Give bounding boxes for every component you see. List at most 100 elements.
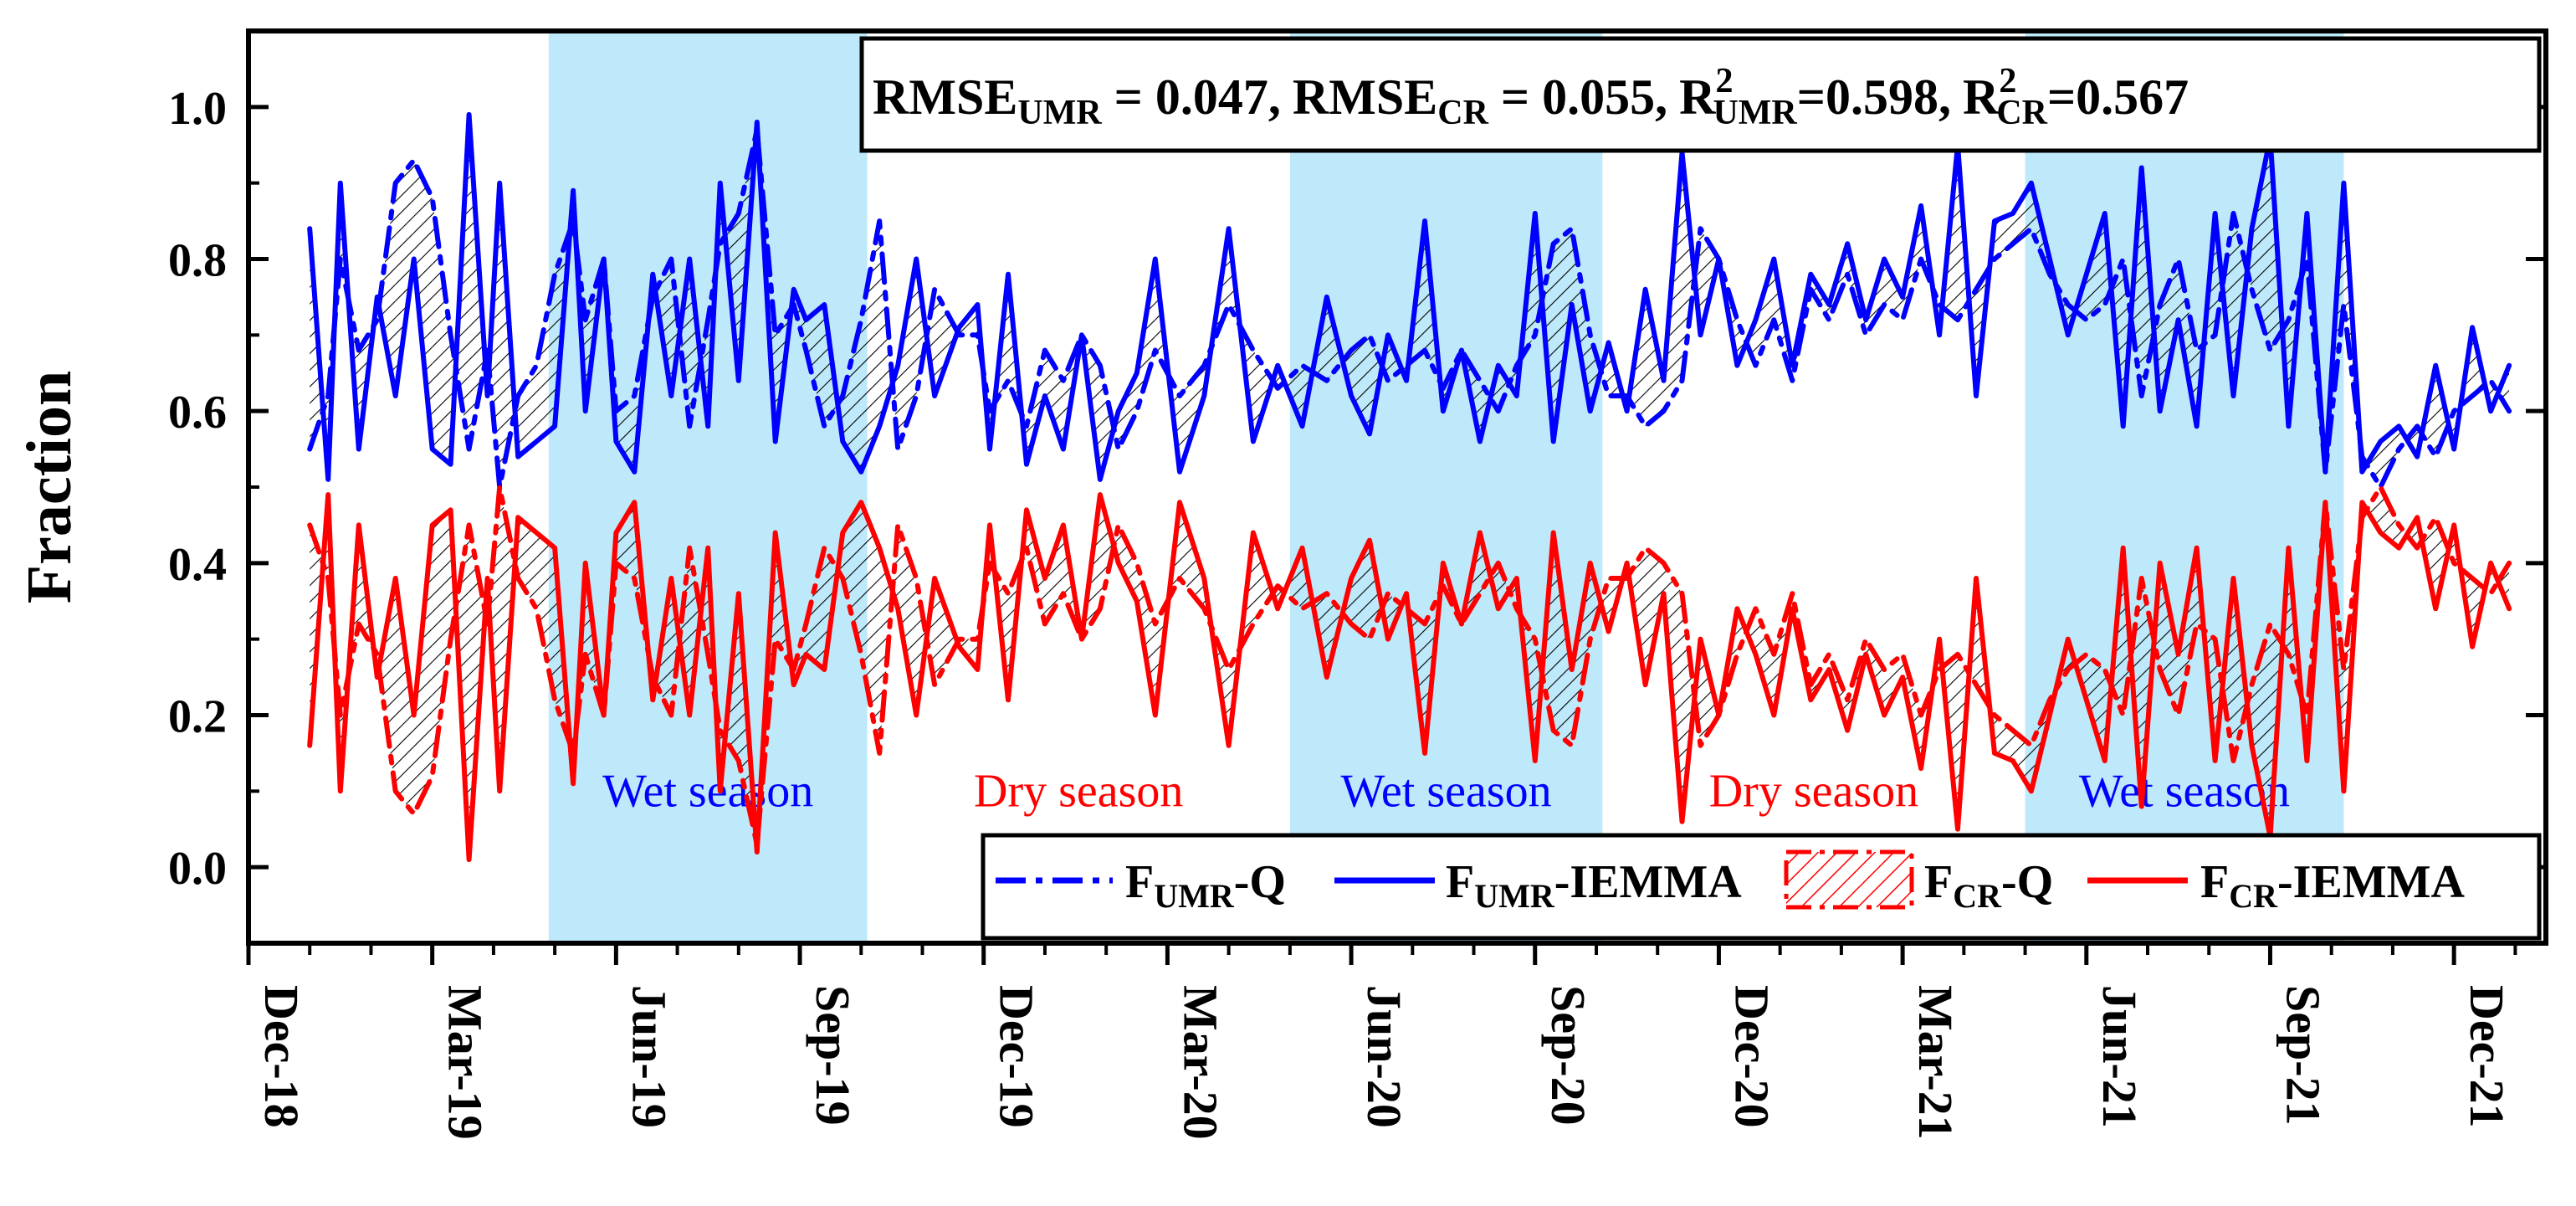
legend-umr-q-suffix: -Q (1234, 856, 1286, 908)
umr-hatch-46 (1118, 372, 1137, 449)
rmse-umr-subscript: UMR (1017, 94, 1102, 132)
x-axis: Dec-18 Mar-19 Jun-19 Sep-19 Dec-19 Mar-20 Jun-… (246, 943, 2517, 1140)
cr-hatch-42 (1044, 525, 1063, 624)
y-tick-label-1: 0.2 (168, 691, 227, 743)
legend-label-cr-iemma: FCR-IEMMA (2200, 856, 2466, 915)
x-tick-label-2: Jun-19 (622, 985, 676, 1128)
rmse-cr-value: = 0.055, (1488, 69, 1667, 125)
cr-hatch-67 (1553, 532, 1572, 746)
cr-hatch-46 (1118, 525, 1137, 602)
legend-label-umr-q: FUMR-Q (1125, 856, 1286, 915)
legend-swatch-cr-q (1784, 849, 1914, 910)
y-tick-label-0: 0.0 (168, 843, 227, 895)
x-tick-label-8: Dec-20 (1724, 985, 1779, 1128)
cr-hatch-5 (395, 578, 414, 814)
wet-season-band-2 (1289, 31, 1603, 943)
y-tick-label-5: 1.0 (168, 83, 227, 135)
cr-hatch-13 (536, 532, 556, 701)
legend-label-umr-iemma: FUMR-IEMMA (1446, 856, 1742, 915)
legend-cr-q-main: F (1924, 856, 1953, 908)
y-tick-label-4: 0.8 (168, 235, 227, 287)
cr-hatch-101 (2178, 547, 2197, 716)
cr-hatch-91 (1994, 715, 2013, 761)
legend: FUMR-Q FUMR-IEMMA FCR-Q FCR-IEMMA (981, 833, 2542, 941)
legend-umr-q-main: F (1125, 856, 1154, 908)
umr-hatch-32 (861, 221, 880, 472)
cr-hatch-96 (2086, 654, 2105, 761)
legend-cr-q-suffix: -Q (2001, 856, 2053, 908)
season-bands (548, 31, 2344, 943)
legend-umr-q-sub: UMR (1154, 877, 1235, 915)
cr-hatch-41 (1026, 510, 1045, 624)
statistics-box-frame (859, 36, 2542, 153)
legend-cr-q-sub: CR (1953, 877, 2002, 915)
cr-hatch-18 (616, 502, 635, 578)
umr-hatch-41 (1026, 350, 1045, 464)
legend-label-cr-q: FCR-Q (1924, 856, 2053, 915)
cr-hatch-32 (861, 502, 880, 753)
umr-hatch-67 (1553, 228, 1572, 442)
r2-umr: R (1679, 69, 1716, 125)
umr-hatch-31 (842, 320, 862, 472)
cr-hatch-7 (432, 510, 451, 777)
umr-hatch-91 (1994, 213, 2013, 259)
cr-hatch-92 (2012, 730, 2031, 792)
cr-hatch-31 (842, 502, 862, 654)
cr-hatch-30 (824, 532, 843, 670)
umr-hatch-68 (1571, 228, 1590, 412)
series-lines (307, 111, 2512, 863)
wet-season-band-0 (548, 31, 868, 943)
umr-hatch-4 (376, 182, 396, 396)
dry-season-label-3: Dry season (1709, 766, 1918, 818)
x-tick-label-4: Dec-19 (990, 985, 1044, 1128)
cr-hatch-56 (1351, 540, 1370, 639)
legend-cr-iemma-main: F (2200, 856, 2229, 908)
cr-hatch-105 (2251, 624, 2271, 837)
umr-hatch-96 (2086, 213, 2105, 321)
x-tick-label-11: Sep-21 (2276, 985, 2330, 1126)
x-tick-label-9: Mar-21 (1908, 985, 1963, 1140)
series-line-FUMR-IEMMA (307, 111, 2512, 482)
cr-hatch-36 (935, 578, 960, 685)
umr-hatch-29 (806, 305, 825, 427)
rmse-cr: RMSE (1293, 69, 1437, 125)
r2-umr-subscript: UMR (1713, 94, 1797, 132)
umr-hatch-105 (2251, 137, 2271, 351)
umr-hatch-42 (1044, 350, 1063, 449)
cr-hatch-4 (376, 578, 396, 792)
x-tick-label-0: Dec-18 (254, 985, 309, 1128)
x-tick-label-1: Mar-19 (438, 985, 493, 1140)
x-tick-label-12: Dec-21 (2460, 985, 2514, 1128)
legend-umr-iemma-suffix: -IEMMA (1554, 856, 1743, 908)
season-labels: Wet season Dry season Wet season Dry season… (602, 766, 2290, 818)
r2-cr-subscript: CR (1996, 94, 2047, 132)
legend-cr-iemma-suffix: -IEMMA (2277, 856, 2466, 908)
wet-season-label-4: Wet season (2079, 766, 2290, 818)
cr-hatch-68 (1571, 562, 1590, 746)
umr-hatch-7 (432, 198, 451, 464)
r2-cr-superscript: 2 (1999, 62, 2016, 100)
r2-cr: R (1963, 69, 2000, 125)
y-axis-label: Fraction (14, 371, 85, 604)
series-line-FCR-IEMMA (307, 492, 2512, 863)
wet-season-band-4 (2025, 31, 2344, 943)
umr-hatch-36 (935, 289, 960, 396)
r2-cr-value: =0.567 (2047, 69, 2189, 125)
y-tick-label-3: 0.6 (168, 387, 227, 439)
cr-hatch-78 (1755, 608, 1775, 716)
rmse-cr-subscript: CR (1437, 94, 1488, 132)
x-tick-label-7: Sep-20 (1541, 985, 1595, 1126)
umr-hatch-12 (518, 365, 537, 457)
umr-hatch-101 (2178, 259, 2197, 427)
r2-umr-value: =0.598, (1797, 69, 1951, 125)
umr-hatch-78 (1755, 259, 1775, 366)
cr-hatch-22 (689, 547, 709, 716)
umr-hatch-5 (395, 160, 414, 396)
x-tick-label-5: Mar-20 (1173, 985, 1227, 1140)
y-axis: 0.0 0.2 0.4 0.6 0.8 1.0 (168, 29, 2546, 945)
wet-season-label-0: Wet season (602, 766, 813, 818)
rmse-umr-value: = 0.047, (1102, 69, 1281, 125)
r2-umr-superscript: 2 (1715, 62, 1733, 100)
y-tick-label-2: 0.4 (168, 539, 227, 591)
